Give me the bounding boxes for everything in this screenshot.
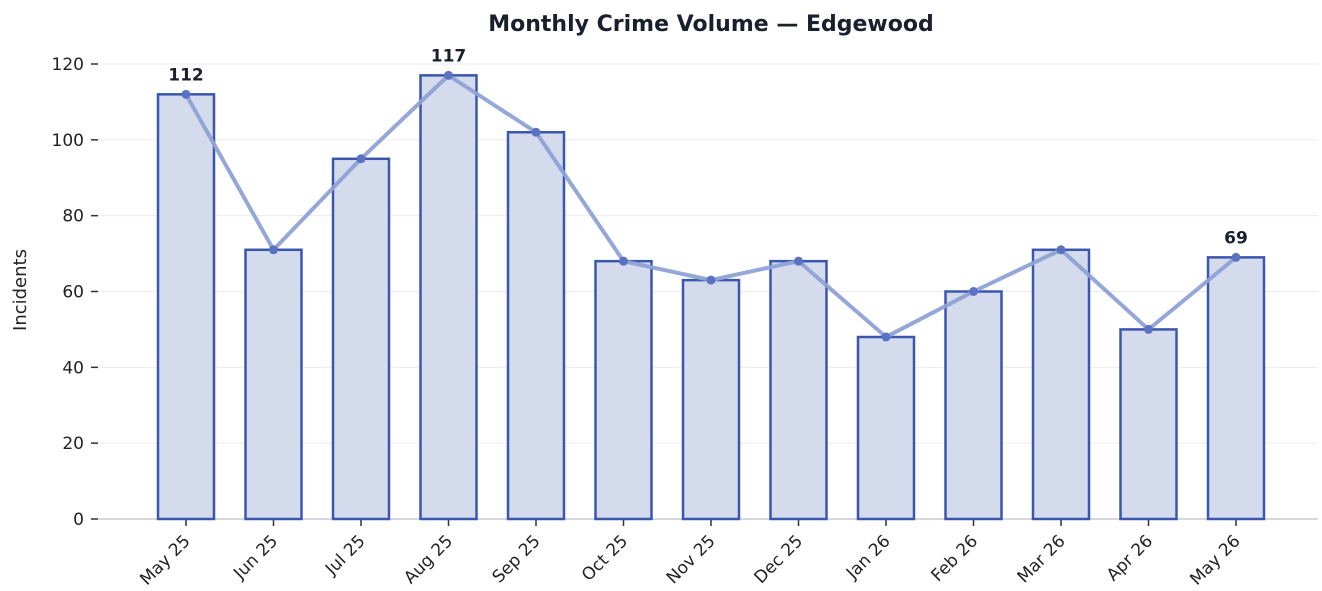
line-point	[1144, 324, 1153, 334]
x-tick-label: Oct 25	[578, 531, 632, 585]
bar	[681, 278, 741, 521]
line-point	[1056, 245, 1066, 255]
x-tick-label: Jun 25	[229, 531, 282, 584]
line-point	[619, 256, 628, 266]
y-tick-label: 20	[62, 434, 84, 454]
bar	[594, 259, 653, 521]
y-tick-label: 100	[52, 131, 84, 151]
y-tick-label: 0	[73, 510, 84, 530]
bar	[244, 248, 303, 521]
x-tick-label: Mar 26	[1014, 531, 1070, 587]
x-tick-label: Feb 26	[927, 531, 982, 586]
x-tick-label: Apr 26	[1103, 531, 1157, 585]
x-tick-label: Jul 25	[321, 531, 369, 579]
x-tick-label: May 25	[136, 531, 194, 589]
bar	[856, 335, 916, 521]
bar	[1119, 328, 1178, 521]
bar	[506, 131, 566, 521]
x-tick-label: Jan 26	[842, 531, 895, 584]
line-point	[1231, 252, 1241, 262]
y-tick-label: 60	[62, 283, 84, 303]
chart-title: Monthly Crime Volume — Edgewood	[488, 12, 933, 37]
bars	[156, 74, 1266, 521]
data-label: 112	[168, 65, 204, 85]
bar	[156, 93, 216, 521]
x-tick-label: Dec 25	[751, 531, 808, 588]
y-axis-label: Incidents	[10, 249, 31, 331]
x-tick-label: Sep 25	[489, 531, 545, 587]
x-tick-label: May 26	[1186, 531, 1244, 589]
trend-line	[181, 70, 1241, 342]
data-label: 69	[1224, 228, 1248, 248]
line-point	[969, 287, 978, 296]
line-point	[531, 127, 541, 137]
data-labels: 112 117 69	[168, 46, 1248, 248]
bar	[331, 157, 391, 521]
bar	[1206, 256, 1266, 521]
y-tick-label: 40	[62, 358, 84, 378]
bar	[1031, 248, 1091, 521]
line-point	[794, 256, 803, 266]
line-point	[444, 70, 453, 80]
line-point	[181, 89, 191, 99]
bar	[769, 259, 828, 521]
line-point	[356, 154, 366, 164]
bar	[944, 290, 1003, 521]
x-tick-label: Aug 25	[400, 531, 457, 588]
line-point	[881, 332, 891, 342]
y-tick-label: 80	[62, 207, 84, 227]
line-point	[706, 275, 716, 285]
line-point	[269, 245, 278, 255]
x-tick-label: Nov 25	[663, 531, 720, 588]
data-label: 117	[431, 46, 467, 66]
y-tick-label: 120	[52, 55, 84, 75]
bar	[419, 74, 478, 521]
